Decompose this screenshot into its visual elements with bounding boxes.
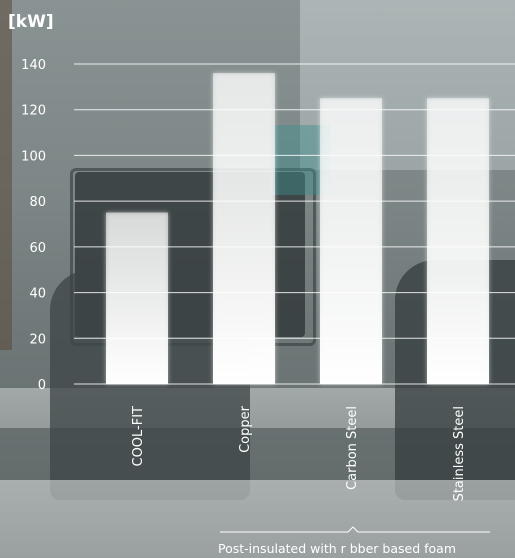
y-tick-label: 120 (21, 104, 46, 119)
group-bracket (220, 527, 490, 532)
x-tick-label: Copper (238, 405, 253, 453)
y-tick-label: 40 (29, 287, 46, 302)
y-tick-label: 20 (29, 332, 46, 347)
bar (106, 213, 168, 384)
y-tick-label: 0 (38, 378, 46, 393)
bar (320, 98, 382, 384)
y-tick-label: 80 (29, 195, 46, 210)
group-bracket-label: Post-insulated with r bber based foam (218, 541, 456, 556)
x-tick-label: Stainless Steel (452, 406, 467, 501)
x-tick-label: COOL-FIT (131, 406, 146, 467)
x-tick-label: Carbon Steel (345, 406, 360, 490)
bar (427, 98, 489, 384)
bar (213, 73, 275, 384)
y-tick-label: 60 (29, 241, 46, 256)
y-tick-label: 100 (21, 149, 46, 164)
y-tick-label: 140 (21, 58, 46, 73)
